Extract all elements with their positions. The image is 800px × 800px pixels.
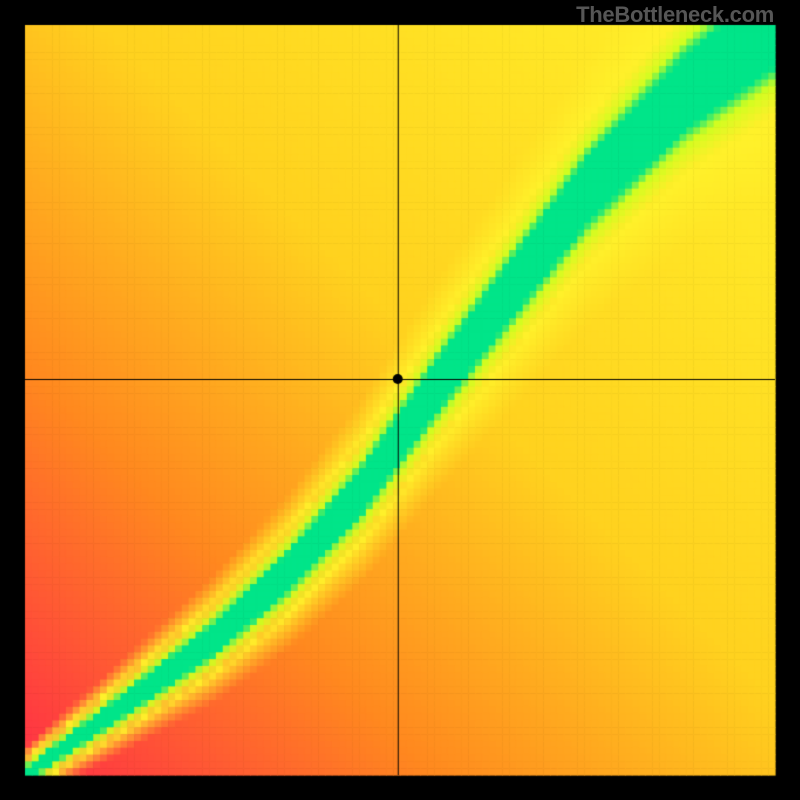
chart-root: TheBottleneck.com [0,0,800,800]
heatmap-canvas [0,0,800,800]
